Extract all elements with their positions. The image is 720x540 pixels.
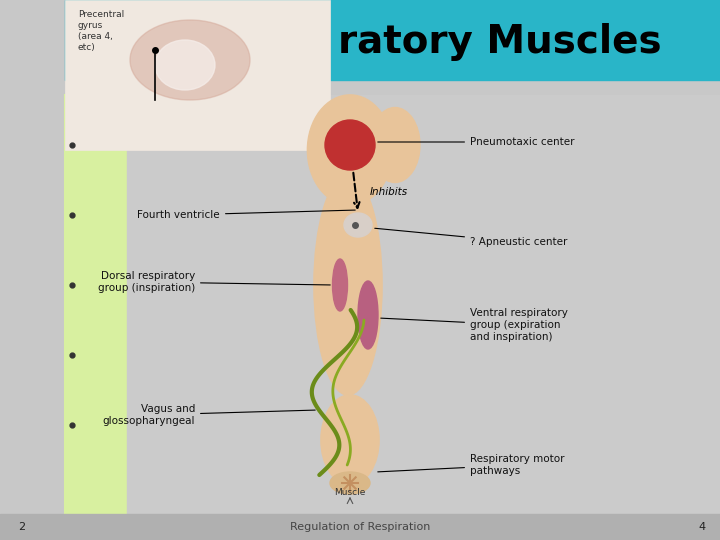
Text: Regulation of Respiration: Regulation of Respiration bbox=[290, 522, 430, 532]
Bar bbox=[65, 95, 127, 515]
Text: Dorsal respiratory
group (inspiration): Dorsal respiratory group (inspiration) bbox=[98, 271, 330, 293]
Ellipse shape bbox=[358, 281, 378, 349]
Text: Respiratory motor
pathways: Respiratory motor pathways bbox=[378, 454, 564, 476]
Text: Inhibits: Inhibits bbox=[370, 187, 408, 197]
Text: 4: 4 bbox=[698, 522, 706, 532]
Ellipse shape bbox=[155, 40, 215, 90]
Text: Ventral respiratory
group (expiration
and inspiration): Ventral respiratory group (expiration an… bbox=[381, 308, 568, 342]
Bar bbox=[0, 514, 720, 540]
Ellipse shape bbox=[330, 472, 370, 494]
Ellipse shape bbox=[130, 20, 250, 100]
Circle shape bbox=[325, 120, 375, 170]
Bar bbox=[65, 0, 330, 150]
Text: 2: 2 bbox=[18, 522, 25, 532]
Ellipse shape bbox=[333, 259, 348, 311]
Ellipse shape bbox=[344, 213, 372, 237]
Ellipse shape bbox=[314, 175, 382, 395]
Text: Fourth ventricle: Fourth ventricle bbox=[138, 210, 355, 220]
Text: Vagus and
glossopharyngeal: Vagus and glossopharyngeal bbox=[102, 404, 315, 426]
Text: ? Apneustic center: ? Apneustic center bbox=[375, 228, 567, 247]
Ellipse shape bbox=[370, 107, 420, 183]
Ellipse shape bbox=[307, 95, 392, 205]
Text: ratory Muscles: ratory Muscles bbox=[338, 23, 662, 61]
Ellipse shape bbox=[321, 395, 379, 485]
Bar bbox=[127, 95, 720, 515]
Bar bbox=[65, 0, 720, 80]
Text: Precentral
gyrus
(area 4,
etc): Precentral gyrus (area 4, etc) bbox=[78, 10, 125, 52]
Text: Pneumotaxic center: Pneumotaxic center bbox=[378, 137, 575, 147]
Text: Muscle: Muscle bbox=[334, 488, 366, 497]
